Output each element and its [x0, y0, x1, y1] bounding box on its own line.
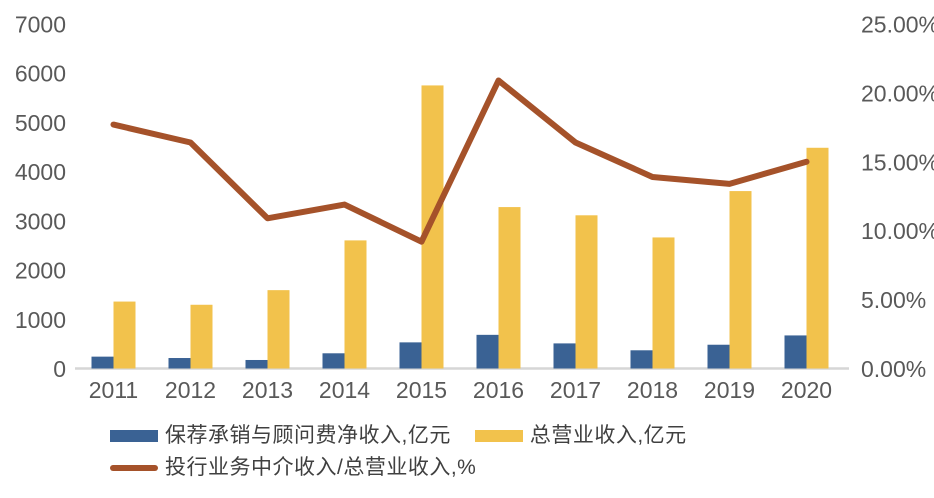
- y-axis-right-tick-label: 25.00%: [861, 12, 934, 38]
- y-axis-left-tick-label: 7000: [15, 12, 66, 38]
- legend-swatch-blue-bar: [110, 429, 158, 442]
- legend-label-ib-income-ratio: 投行业务中介收入/总营业收入,%: [165, 456, 477, 479]
- bar-sponsor-underwriting-income: [91, 356, 114, 369]
- y-axis-left-tick-label: 5000: [15, 110, 66, 136]
- bar-total-operating-revenue: [190, 304, 213, 369]
- bar-sponsor-underwriting-income: [399, 342, 422, 369]
- y-axis-right-tick-label: 5.00%: [861, 287, 926, 313]
- bar-total-operating-revenue: [498, 207, 521, 369]
- bar-sponsor-underwriting-income: [476, 334, 499, 369]
- bar-sponsor-underwriting-income: [168, 358, 191, 369]
- y-axis-left-tick-label: 1000: [15, 307, 66, 333]
- chart-legend: 保荐承销与顾问费净收入,亿元 总营业收入,亿元 投行业务中介收入/总营业收入,%: [110, 420, 934, 483]
- x-axis-label: 2020: [781, 377, 832, 403]
- y-axis-left-tick-label: 3000: [15, 208, 66, 234]
- legend-label-total-operating-revenue: 总营业收入,亿元: [529, 424, 687, 447]
- y-axis-left-tick-label: 0: [53, 356, 66, 382]
- bar-sponsor-underwriting-income: [322, 353, 345, 369]
- bar-total-operating-revenue: [729, 191, 752, 369]
- x-axis-label: 2015: [396, 377, 447, 403]
- x-axis-label: 2011: [89, 377, 138, 403]
- ratio-line: [110, 77, 810, 245]
- legend-row-2: 投行业务中介收入/总营业收入,%: [110, 452, 934, 483]
- x-axis-label: 2013: [242, 377, 293, 403]
- bar-sponsor-underwriting-income: [784, 335, 807, 369]
- bar-sponsor-underwriting-income: [553, 343, 576, 369]
- legend-swatch-yellow-bar: [474, 429, 523, 442]
- y-axis-left-tick-label: 6000: [15, 61, 66, 87]
- y-axis-right-tick-label: 20.00%: [861, 80, 934, 106]
- y-axis-right-tick-label: 0.00%: [861, 356, 926, 382]
- legend-label-sponsor-underwriting-income: 保荐承销与顾问费净收入,亿元: [165, 424, 451, 447]
- legend-item-total-operating-revenue: 总营业收入,亿元: [474, 420, 687, 451]
- bar-total-operating-revenue: [806, 147, 829, 369]
- x-axis-label: 2019: [704, 377, 755, 403]
- y-axis-left-tick-label: 2000: [15, 258, 66, 284]
- bar-sponsor-underwriting-income: [245, 359, 268, 369]
- bar-total-operating-revenue: [421, 85, 444, 369]
- bar-sponsor-underwriting-income: [630, 350, 653, 369]
- legend-row-1: 保荐承销与顾问费净收入,亿元 总营业收入,亿元: [110, 420, 934, 451]
- bar-total-operating-revenue: [575, 215, 598, 369]
- bar-total-operating-revenue: [267, 290, 290, 369]
- bar-total-operating-revenue: [113, 301, 136, 369]
- bar-total-operating-revenue: [652, 237, 675, 369]
- x-axis-label: 2014: [319, 377, 370, 403]
- combo-chart: 0 1000 2000 3000 4000 5000 6000 7000 0.00% 5.00% 1…: [15, 12, 934, 404]
- x-axis-label: 2012: [165, 377, 216, 403]
- legend-item-sponsor-underwriting-income: 保荐承销与顾问费净收入,亿元: [110, 420, 451, 451]
- bar-sponsor-underwriting-income: [707, 344, 730, 369]
- legend-item-ib-income-ratio: 投行业务中介收入/总营业收入,%: [110, 452, 476, 483]
- x-axis-label: 2018: [627, 377, 678, 403]
- legend-swatch-brown-line: [110, 464, 158, 471]
- bar-total-operating-revenue: [344, 240, 367, 369]
- x-axis-label: 2016: [473, 377, 524, 403]
- y-axis-left-tick-label: 4000: [15, 159, 66, 185]
- x-axis-label: 2017: [550, 377, 601, 403]
- y-axis-right-tick-label: 15.00%: [861, 149, 934, 175]
- y-axis-right-tick-label: 10.00%: [861, 218, 934, 244]
